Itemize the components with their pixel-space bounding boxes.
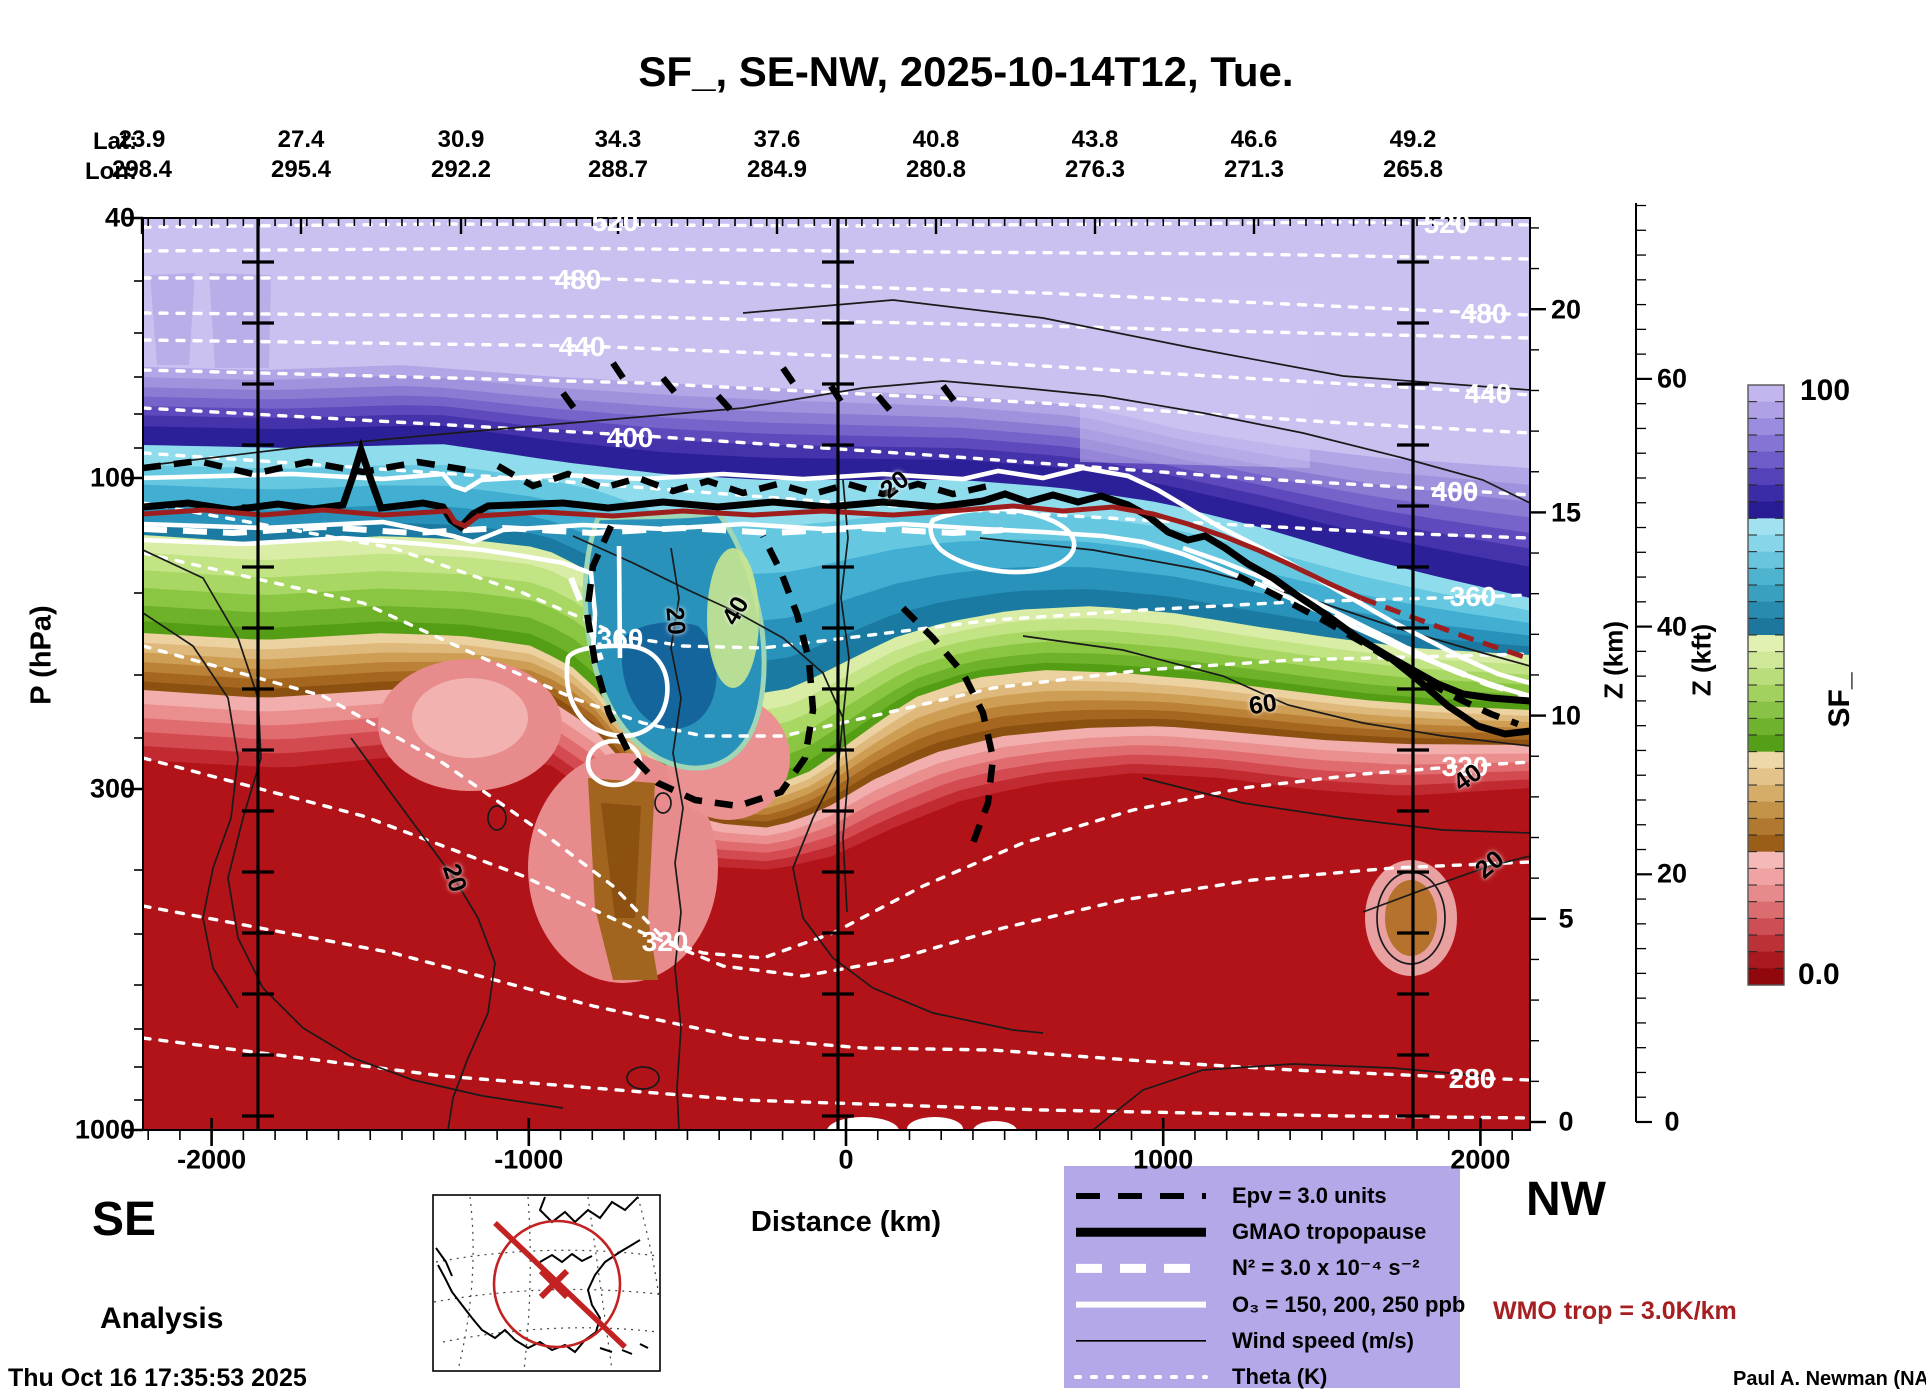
center-x-mark bbox=[538, 1268, 570, 1300]
lon-value: 284.9 bbox=[746, 156, 808, 183]
lon-value: 271.3 bbox=[1223, 156, 1285, 183]
lon-value: 298.4 bbox=[111, 156, 173, 183]
lon-value: 288.7 bbox=[587, 156, 649, 183]
lat-value: 40.8 bbox=[912, 126, 960, 153]
theta-contour-label: 400 bbox=[1431, 476, 1479, 507]
cross-section-circle bbox=[492, 1219, 622, 1349]
lat-value: 49.2 bbox=[1389, 126, 1437, 153]
colorbar-max-label: 100 bbox=[1800, 374, 1851, 407]
z-km-tick-label: 10 bbox=[1550, 700, 1582, 731]
nw-corner-label: NW bbox=[1526, 1173, 1606, 1226]
chart-title: SF_, SE-NW, 2025-10-14T12, Tue. bbox=[638, 48, 1294, 95]
z-km-tick-label: 0 bbox=[1558, 1106, 1574, 1137]
waypoint-marker-lines bbox=[242, 218, 1429, 1130]
lon-value: 295.4 bbox=[270, 156, 332, 183]
theta-contour-label: 400 bbox=[606, 422, 654, 453]
colorbar-min-label: 0.0 bbox=[1798, 958, 1840, 991]
lat-value: 46.6 bbox=[1230, 126, 1278, 153]
lon-value: 265.8 bbox=[1382, 156, 1444, 183]
pressure-tick-label: 1000 bbox=[74, 1114, 135, 1145]
analysis-label: Analysis bbox=[100, 1302, 224, 1335]
z-kft-tick-label: 60 bbox=[1656, 363, 1688, 394]
lat-value: 43.8 bbox=[1071, 126, 1119, 153]
theta-contour-label: 520 bbox=[591, 206, 639, 237]
distance-tick-label: 2000 bbox=[1450, 1144, 1511, 1175]
theta-contour-label: 360 bbox=[1449, 581, 1497, 612]
z-kft-tick-label: 0 bbox=[1664, 1106, 1680, 1137]
z-km-tick-label: 20 bbox=[1550, 294, 1582, 325]
legend-item-label: Theta (K) bbox=[1232, 1364, 1328, 1389]
theta-contour-label: 480 bbox=[554, 264, 602, 295]
z-km-tick-label: 15 bbox=[1550, 497, 1582, 528]
coastline bbox=[435, 1196, 649, 1355]
legend-item-label: N² = 3.0 x 10⁻⁴ s⁻² bbox=[1232, 1255, 1420, 1281]
pressure-tick-label: 40 bbox=[104, 202, 135, 233]
credit-text: Paul A. Newman (NASA bbox=[1733, 1368, 1926, 1390]
field-overlays bbox=[150, 273, 1457, 1130]
theta-contour-label: 480 bbox=[1460, 298, 1508, 329]
se-corner-label: SE bbox=[92, 1193, 157, 1246]
legend-item-label: O₃ = 150, 200, 250 ppb bbox=[1232, 1291, 1466, 1317]
wmo-trop-note: WMO trop = 3.0K/km bbox=[1493, 1297, 1737, 1325]
sf-colorbar bbox=[1747, 384, 1785, 986]
theta-contour-label: 440 bbox=[1464, 378, 1512, 409]
z-kft-tick-label: 20 bbox=[1656, 858, 1688, 889]
lat-value: 23.9 bbox=[118, 126, 166, 153]
theta-contour-label: 360 bbox=[596, 623, 644, 654]
lon-value: 280.8 bbox=[905, 156, 967, 183]
theta-contours bbox=[143, 220, 1530, 1120]
theta-contour-label: 440 bbox=[558, 331, 606, 362]
legend-item-label: GMAO tropopause bbox=[1232, 1219, 1427, 1245]
legend-item-label: Wind speed (m/s) bbox=[1232, 1327, 1414, 1353]
lon-value: 292.2 bbox=[430, 156, 492, 183]
lon-value: 276.3 bbox=[1064, 156, 1126, 183]
colorbar-title: SF_ bbox=[1823, 672, 1856, 728]
lat-value: 30.9 bbox=[437, 126, 485, 153]
theta-contour-label: 280 bbox=[1448, 1063, 1496, 1094]
wind-contour-label: 60 bbox=[1247, 688, 1279, 721]
plot-axes bbox=[125, 203, 1652, 1146]
theta-contour-label: 320 bbox=[1441, 751, 1489, 782]
z-km-axis-title: Z (km) bbox=[1598, 621, 1629, 699]
legend-item-label: Epv = 3.0 units bbox=[1232, 1183, 1387, 1208]
lat-value: 37.6 bbox=[753, 126, 801, 153]
timestamp: Thu Oct 16 17:35:53 2025 bbox=[8, 1364, 307, 1392]
theta-contour-label: 320 bbox=[641, 926, 689, 957]
distance-tick-label: -2000 bbox=[177, 1144, 247, 1175]
pressure-axis-title: P (hPa) bbox=[25, 605, 58, 705]
cross-section-path-line bbox=[493, 1221, 627, 1349]
theta-contour-label: 520 bbox=[1423, 208, 1471, 239]
wind-contour-label: 20 bbox=[660, 605, 691, 637]
legend-box bbox=[1064, 1166, 1460, 1388]
distance-tick-label: 0 bbox=[838, 1144, 854, 1175]
wmo-tropopause-line bbox=[143, 503, 1530, 662]
legend-sample-lines bbox=[1074, 1193, 1208, 1379]
lon-axis-label: Lon: bbox=[85, 158, 137, 185]
z-kft-tick-label: 40 bbox=[1656, 611, 1688, 642]
map-inset bbox=[432, 1194, 661, 1372]
distance-tick-label: 1000 bbox=[1133, 1144, 1194, 1175]
lat-value: 27.4 bbox=[277, 126, 325, 153]
pressure-tick-label: 300 bbox=[89, 773, 135, 804]
distance-axis-title: Distance (km) bbox=[750, 1206, 942, 1238]
wind-speed-contours bbox=[143, 299, 1530, 1130]
lat-axis-label: Lat: bbox=[93, 128, 137, 155]
distance-tick-label: -1000 bbox=[494, 1144, 564, 1175]
z-km-tick-label: 5 bbox=[1558, 903, 1574, 934]
pressure-tick-label: 100 bbox=[89, 462, 135, 493]
z-kft-axis-title: Z (kft) bbox=[1686, 623, 1717, 697]
lat-value: 34.3 bbox=[594, 126, 642, 153]
